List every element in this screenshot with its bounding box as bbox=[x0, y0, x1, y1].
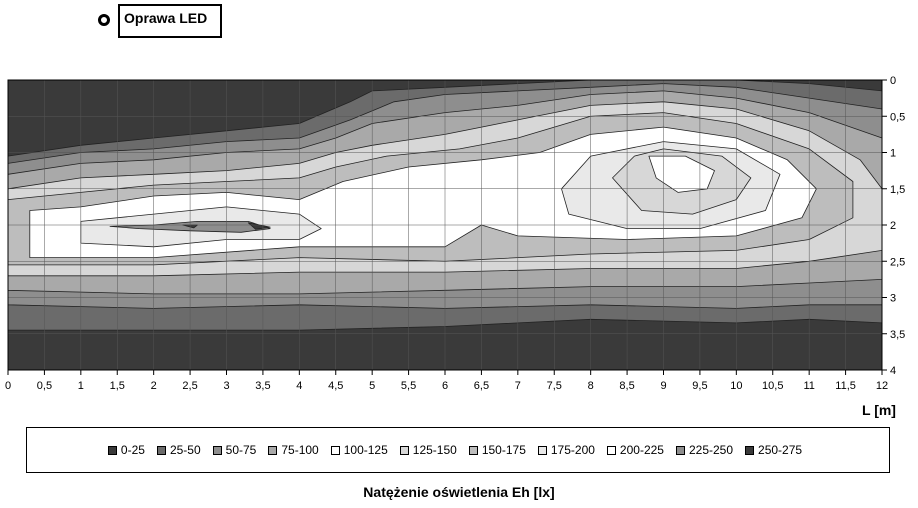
y-tick-label: 2,5 bbox=[890, 256, 905, 268]
led-luminaire-label: Oprawa LED bbox=[118, 4, 222, 38]
x-tick-label: 11,5 bbox=[835, 380, 856, 392]
legend-entry: 250-275 bbox=[745, 443, 802, 457]
x-tick-label: 3 bbox=[223, 380, 229, 392]
y-tick-label: 0,5 bbox=[890, 111, 905, 123]
axes: 0 0,5 1 1,5 2 2,5 3 3,5 4 4,5 5 5,5 6 6,5 7 7,5 8 8,5 9 9,5… bbox=[5, 75, 905, 392]
legend-label: 100-125 bbox=[343, 443, 388, 457]
y-tick-label: 1,5 bbox=[890, 184, 905, 196]
y-tick-label: 4 bbox=[890, 365, 896, 377]
legend-swatch bbox=[537, 445, 547, 455]
legend-swatch bbox=[468, 445, 478, 455]
legend-entry: 200-225 bbox=[606, 443, 664, 457]
legend-entry: 175-200 bbox=[537, 443, 595, 457]
legend-swatch bbox=[745, 445, 755, 455]
x-tick-label: 1,5 bbox=[110, 380, 125, 392]
legend-label: 0-25 bbox=[120, 443, 145, 457]
x-tick-label: 5 bbox=[369, 380, 375, 392]
legend-swatch bbox=[330, 445, 340, 455]
legend-entry: 225-250 bbox=[675, 443, 734, 457]
x-tick-label: 9,5 bbox=[692, 380, 707, 392]
x-tick-label: 4 bbox=[296, 380, 302, 392]
legend: 0-25 25-50 50-75 75-100 100-125 125-150 150-17… bbox=[26, 427, 890, 473]
legend-label: 200-225 bbox=[619, 443, 664, 457]
legend-entry: 50-75 bbox=[212, 443, 257, 457]
legend-entry: 75-100 bbox=[268, 443, 319, 457]
legend-label: 125-150 bbox=[412, 443, 457, 457]
legend-label: 25-50 bbox=[169, 443, 201, 457]
legend-swatch bbox=[107, 445, 117, 455]
legend-entry: 100-125 bbox=[330, 443, 388, 457]
x-tick-label: 12 bbox=[876, 380, 888, 392]
legend-entry: 125-150 bbox=[399, 443, 457, 457]
legend-swatch bbox=[675, 445, 685, 455]
led-marker-icon bbox=[98, 14, 110, 26]
chart-title: Natężenie oświetlenia Eh [lx] bbox=[363, 484, 555, 500]
x-tick-label: 2,5 bbox=[182, 380, 197, 392]
x-tick-label: 8 bbox=[588, 380, 594, 392]
x-tick-label: 0 bbox=[5, 380, 11, 392]
x-tick-label: 11 bbox=[803, 380, 814, 392]
x-tick-label: 8,5 bbox=[619, 380, 634, 392]
x-tick-label: 1 bbox=[78, 380, 84, 392]
y-tick-label: 3 bbox=[890, 293, 896, 305]
legend-entry: 25-50 bbox=[156, 443, 201, 457]
y-tick-label: 0 bbox=[890, 75, 896, 87]
y-tick-label: 2 bbox=[890, 220, 896, 232]
x-tick-label: 9 bbox=[660, 380, 666, 392]
x-tick-label: 0,5 bbox=[37, 380, 52, 392]
x-tick-label: 3,5 bbox=[255, 380, 270, 392]
legend-swatch bbox=[399, 445, 409, 455]
x-tick-label: 6 bbox=[442, 380, 448, 392]
x-tick-label: 6,5 bbox=[474, 380, 489, 392]
y-tick-label: 3,5 bbox=[890, 329, 905, 341]
x-tick-label: 7 bbox=[515, 380, 521, 392]
x-tick-label: 2 bbox=[151, 380, 157, 392]
legend-label: 175-200 bbox=[550, 443, 595, 457]
legend-swatch bbox=[268, 445, 278, 455]
x-tick-label: 4,5 bbox=[328, 380, 343, 392]
legend-label: 250-275 bbox=[758, 443, 803, 457]
x-axis-label: L [m] bbox=[862, 402, 896, 418]
y-tick-label: 1 bbox=[890, 148, 896, 160]
legend-swatch bbox=[212, 445, 222, 455]
legend-swatch bbox=[156, 445, 166, 455]
x-tick-label: 10,5 bbox=[762, 380, 783, 392]
illuminance-contour-chart: 0 0,5 1 1,5 2 2,5 3 3,5 4 4,5 5 5,5 6 6,5 7 7,5 8 8,5 9 9,5… bbox=[5, 75, 905, 392]
legend-label: 50-75 bbox=[225, 443, 257, 457]
legend-label: 225-250 bbox=[688, 443, 734, 457]
legend-entry: 0-25 bbox=[107, 443, 145, 457]
legend-label: 150-175 bbox=[481, 443, 526, 457]
legend-label: 75-100 bbox=[281, 443, 319, 457]
plot-area bbox=[7, 79, 883, 371]
legend-swatch bbox=[606, 445, 616, 455]
x-tick-label: 5,5 bbox=[401, 380, 416, 392]
legend-entry: 150-175 bbox=[468, 443, 526, 457]
x-tick-label: 10 bbox=[730, 380, 742, 392]
x-tick-label: 7,5 bbox=[547, 380, 562, 392]
